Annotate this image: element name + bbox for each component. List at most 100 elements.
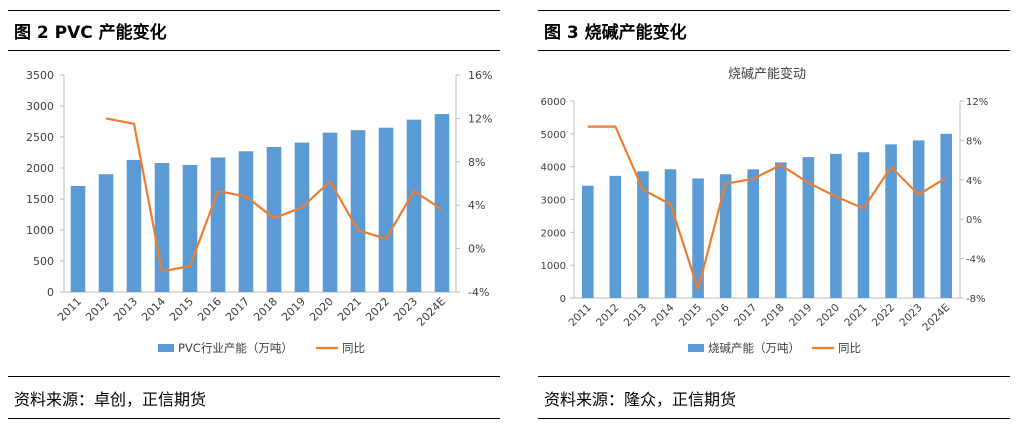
x-tick-label: 2020 xyxy=(307,295,336,324)
pvc-capacity-chart: 0 500 1000 1500 2000 2500 3000 3500 -4% 0% 4% 8% 12%… xyxy=(26,69,492,355)
x-tick-label: 2018 xyxy=(251,295,280,324)
caustic-soda-capacity-chart: 烧碱产能变动 0 1000 2000 3000 4000 5000 6000 -8% -4% 0% 4… xyxy=(541,66,989,355)
right-tick-label: 4% xyxy=(966,176,982,187)
bar-2017 xyxy=(238,151,254,292)
bar-2016 xyxy=(719,174,732,298)
bar-2021 xyxy=(857,152,870,298)
x-tick-label: 2011 xyxy=(55,295,84,324)
figure-title: 图 2 PVC 产能变化 xyxy=(14,23,167,43)
bar-2018 xyxy=(774,162,787,298)
left-tick-label: 1000 xyxy=(26,224,54,237)
bar-2016 xyxy=(210,157,226,292)
left-tick-label: 500 xyxy=(33,255,54,268)
top-rule xyxy=(8,10,500,11)
figure-panel-caustic-soda: 图 3 烧碱产能变化 烧碱产能变动 0 1000 2000 3000 4000 5000 60… xyxy=(530,0,1018,425)
source-rule xyxy=(8,376,500,377)
bar-2012 xyxy=(609,175,622,298)
source-rule xyxy=(538,376,1010,377)
x-tick-label: 2021 xyxy=(842,302,869,329)
right-tick-label: 12% xyxy=(966,97,988,108)
left-tick-label: 6000 xyxy=(541,97,566,108)
bar-2015 xyxy=(182,164,198,292)
bar-2011 xyxy=(581,185,594,298)
bar-2011 xyxy=(70,185,86,292)
legend-bar-swatch xyxy=(158,344,174,352)
left-tick-label: 3000 xyxy=(541,196,566,207)
x-tick-label: 2012 xyxy=(83,295,112,324)
bar-2020 xyxy=(830,153,842,298)
legend-bar-label: PVC行业产能（万吨） xyxy=(178,341,293,355)
bar-2014 xyxy=(664,169,677,298)
bar-2013 xyxy=(637,171,649,298)
bar-2020 xyxy=(322,132,338,292)
bar-2015 xyxy=(692,178,704,298)
right-tick-label: 8% xyxy=(468,156,485,169)
x-tick-label: 2012 xyxy=(594,302,621,329)
x-tick-label: 2014 xyxy=(649,301,677,329)
x-tick-label: 2020 xyxy=(815,302,842,329)
x-tick-label: 2024E xyxy=(920,302,952,334)
x-tick-label: 2021 xyxy=(335,295,364,324)
left-tick-label: 1000 xyxy=(541,261,566,272)
bar-2018 xyxy=(266,146,282,292)
title-rule xyxy=(538,50,1010,51)
left-tick-label: 5000 xyxy=(541,130,566,141)
left-tick-label: 1500 xyxy=(26,193,54,206)
legend-bar-label: 烧碱产能（万吨） xyxy=(708,341,800,355)
x-tick-label: 2015 xyxy=(677,302,704,329)
bar-2014 xyxy=(154,163,170,292)
right-tick-label: 0% xyxy=(966,215,982,226)
bar-2024E xyxy=(940,133,953,298)
bar-2012 xyxy=(98,174,114,292)
bottom-rule xyxy=(8,418,500,419)
chart-title: 烧碱产能变动 xyxy=(728,66,806,82)
bar-2022 xyxy=(378,127,394,292)
x-tick-label: 2011 xyxy=(567,302,594,329)
bottom-rule xyxy=(538,418,1010,419)
right-tick-label: -4% xyxy=(966,255,985,266)
right-tick-label: 16% xyxy=(468,69,492,82)
bar-2021 xyxy=(350,130,366,292)
legend-line-label: 同比 xyxy=(838,341,861,355)
legend-bar-swatch xyxy=(688,344,704,352)
x-tick-label: 2024E xyxy=(414,295,448,329)
bar-2024E xyxy=(434,114,450,292)
legend-line-label: 同比 xyxy=(342,341,365,355)
bar-2023 xyxy=(912,140,925,298)
yoy-line xyxy=(587,125,947,291)
x-tick-label: 2019 xyxy=(787,302,814,329)
source-note: 资料来源：隆众，正信期货 xyxy=(544,390,737,409)
left-tick-label: 2500 xyxy=(26,131,54,144)
left-tick-label: 4000 xyxy=(541,163,566,174)
left-tick-label: 2000 xyxy=(26,162,54,175)
right-tick-label: 8% xyxy=(966,136,982,147)
right-tick-label: -4% xyxy=(468,286,489,299)
x-tick-label: 2013 xyxy=(111,295,140,324)
title-rule xyxy=(8,50,500,51)
x-tick-label: 2019 xyxy=(279,295,308,324)
x-tick-label: 2013 xyxy=(622,302,649,329)
x-tick-label: 2016 xyxy=(704,301,732,329)
right-tick-label: 12% xyxy=(468,112,492,125)
x-tick-label: 2022 xyxy=(363,295,392,324)
top-rule xyxy=(538,10,1010,11)
bar-2019 xyxy=(802,157,815,298)
x-tick-label: 2016 xyxy=(195,295,224,324)
yoy-line xyxy=(105,117,443,273)
x-tick-label: 2022 xyxy=(870,302,897,329)
bar-2017 xyxy=(747,169,760,298)
figure-panel-pvc: 图 2 PVC 产能变化 0 500 1000 1500 2000 2500 3000 350… xyxy=(0,0,508,425)
left-tick-label: 0 xyxy=(560,294,566,305)
x-tick-label: 2018 xyxy=(760,302,787,329)
left-tick-label: 3500 xyxy=(26,69,54,82)
bar-2023 xyxy=(406,119,422,292)
left-tick-label: 3000 xyxy=(26,100,54,113)
bar-2019 xyxy=(294,142,310,292)
right-tick-label: 4% xyxy=(468,199,485,212)
x-tick-label: 2017 xyxy=(732,302,759,329)
bar-2022 xyxy=(885,144,897,298)
x-tick-label: 2015 xyxy=(167,295,196,324)
x-tick-label: 2017 xyxy=(223,295,252,324)
right-tick-label: -8% xyxy=(966,294,985,305)
bar-2013 xyxy=(126,159,142,292)
